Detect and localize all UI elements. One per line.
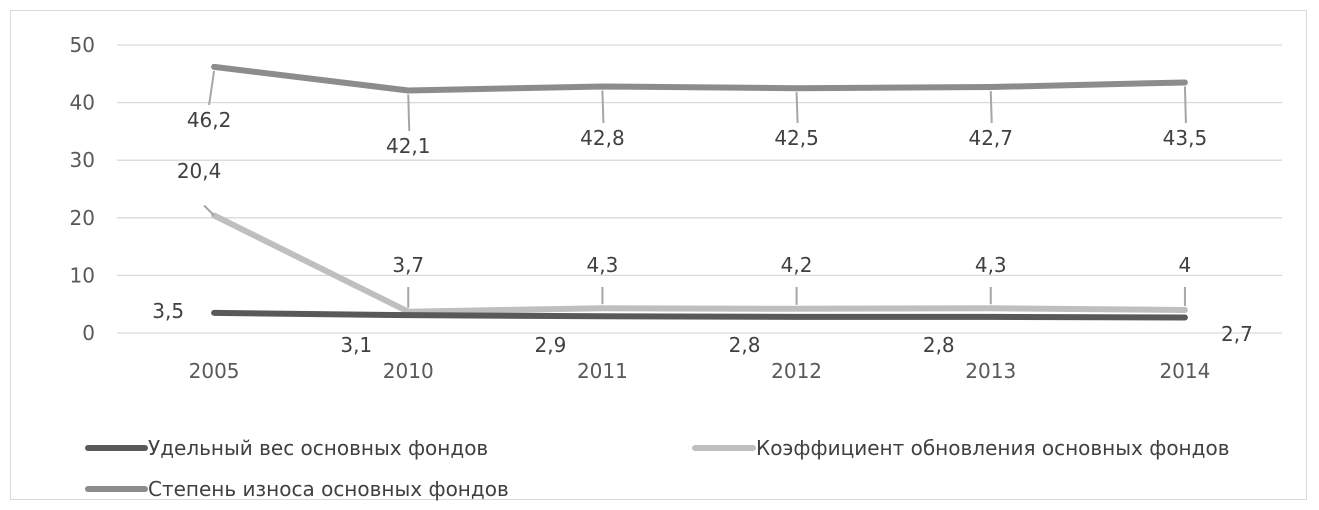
- y-tick-label: 40: [70, 91, 95, 115]
- leader-line: [601, 90, 605, 124]
- leader-line: [407, 94, 411, 132]
- y-tick-label: 30: [70, 148, 95, 172]
- legend-label: Удельный вес основных фондов: [148, 436, 488, 460]
- data-label: 4,3: [975, 253, 1007, 277]
- y-tick-label: 20: [70, 206, 95, 230]
- data-label: 2,8: [729, 333, 761, 357]
- data-label: 2,9: [535, 333, 567, 357]
- x-tick-label: 2014: [1159, 359, 1210, 383]
- chart-frame: [10, 10, 1307, 500]
- data-label: 20,4: [177, 159, 222, 183]
- x-tick-label: 2013: [965, 359, 1016, 383]
- leader-line: [989, 91, 993, 124]
- data-label: 42,7: [968, 126, 1013, 150]
- y-tick-label: 50: [70, 33, 95, 57]
- data-label: 2,8: [923, 333, 955, 357]
- series-line: [211, 309, 1188, 321]
- data-label: 3,5: [152, 299, 184, 323]
- data-label: 3,1: [340, 333, 372, 357]
- data-label: 2,7: [1221, 322, 1253, 346]
- y-tick-label: 0: [82, 321, 95, 345]
- data-label: 3,7: [392, 253, 424, 277]
- x-tick-label: 2005: [189, 359, 240, 383]
- data-label: 4,3: [587, 253, 619, 277]
- data-label: 4: [1179, 253, 1192, 277]
- series-line: [211, 212, 1188, 315]
- leader-line: [203, 204, 215, 217]
- legend-label: Степень износа основных фондов: [148, 477, 509, 501]
- leader-line: [1183, 86, 1187, 124]
- data-label: 43,5: [1163, 126, 1208, 150]
- x-tick-label: 2012: [771, 359, 822, 383]
- x-tick-label: 2010: [383, 359, 434, 383]
- data-label: 42,8: [580, 126, 625, 150]
- x-tick-label: 2011: [577, 359, 628, 383]
- y-tick-label: 10: [70, 263, 95, 287]
- data-label: 46,2: [187, 108, 232, 132]
- data-label: 4,2: [781, 253, 813, 277]
- leader-line: [795, 92, 799, 124]
- leader-line: [208, 70, 216, 106]
- data-label: 42,5: [774, 126, 819, 150]
- data-label: 42,1: [386, 134, 431, 158]
- series-line: [211, 63, 1188, 94]
- legend-label: Коэффициент обновления основных фондов: [756, 436, 1230, 460]
